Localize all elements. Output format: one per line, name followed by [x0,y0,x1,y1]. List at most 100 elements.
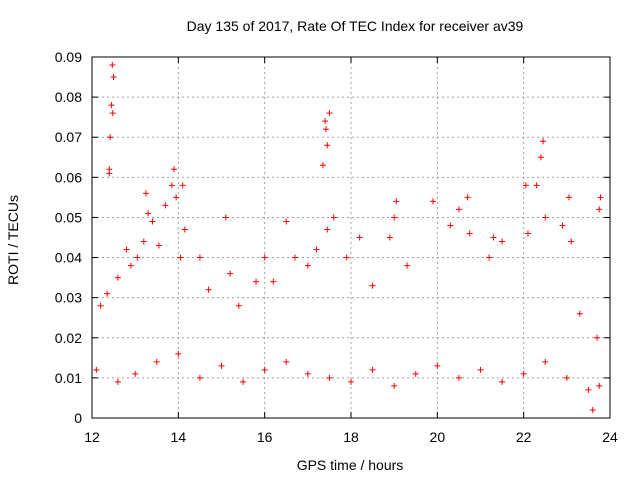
data-point [391,382,398,389]
data-point [235,302,242,309]
y-tick-label: 0.05 [55,209,82,225]
data-point [175,350,182,357]
data-point [261,254,268,261]
data-point [93,366,100,373]
data-point [486,254,493,261]
y-tick-label: 0.06 [55,169,82,185]
data-point [106,170,113,177]
data-point [240,378,247,385]
data-point [132,370,139,377]
x-tick-label: 14 [171,429,187,445]
data-point [386,234,393,241]
data-point [196,254,203,261]
data-point [153,358,160,365]
data-point [404,262,411,269]
y-tick-label: 0.02 [55,330,82,346]
data-point [97,302,104,309]
data-point [369,282,376,289]
data-point [181,226,188,233]
x-tick-label: 24 [602,429,618,445]
data-point [596,206,603,213]
grid-lines [92,57,610,418]
data-point [171,166,178,173]
data-point [477,366,484,373]
data-point [218,362,225,369]
data-point [542,358,549,365]
data-point [162,202,169,209]
x-tick-label: 22 [516,429,532,445]
data-point [589,406,596,413]
data-point [168,182,175,189]
data-point [464,194,471,201]
data-point [270,278,277,285]
y-axis-ticks: 0 0.01 0.02 0.03 0.04 0.05 0.06 0.07 0.08 0.09 [55,49,610,426]
data-point [434,362,441,369]
data-point [155,242,162,249]
data-point [227,270,234,277]
data-point [455,206,462,213]
x-axis-label: GPS time / hours [297,457,404,473]
data-point [455,374,462,381]
data-point [114,274,121,281]
data-point [594,334,601,341]
data-point [391,214,398,221]
data-point [114,378,121,385]
data-point [109,62,116,69]
data-point [326,110,333,117]
data-point [104,290,111,297]
x-tick-label: 18 [343,429,359,445]
y-tick-label: 0.09 [55,49,82,65]
data-point [597,194,604,201]
data-point [304,262,311,269]
data-point [585,386,592,393]
chart-title: Day 135 of 2017, Rate Of TEC Index for r… [187,18,524,34]
data-point [466,230,473,237]
data-points [93,62,604,413]
data-point [326,374,333,381]
data-point [520,370,527,377]
data-point [205,286,212,293]
data-point [319,162,326,169]
data-point [412,370,419,377]
data-point [559,222,566,229]
data-point [134,254,141,261]
data-point [109,110,116,117]
x-tick-label: 16 [257,429,273,445]
data-point [110,74,117,81]
data-point [142,190,149,197]
data-point [522,182,529,189]
y-tick-label: 0.08 [55,89,82,105]
data-point [283,218,290,225]
data-point [540,138,547,145]
data-point [524,230,531,237]
data-point [393,198,400,205]
data-point [322,118,329,125]
data-point [291,254,298,261]
data-point [576,310,583,317]
y-tick-label: 0.07 [55,129,82,145]
data-point [140,238,147,245]
data-point [145,210,152,217]
data-point [348,378,354,385]
data-point [324,226,331,233]
data-point [330,214,337,221]
data-point [322,126,329,133]
data-point [533,182,540,189]
data-point [343,254,350,261]
data-point [542,214,549,221]
y-tick-label: 0.04 [55,250,82,266]
data-point [304,370,311,377]
data-point [447,222,454,229]
y-tick-label: 0 [74,410,82,426]
data-point [356,234,363,241]
data-point [177,254,184,261]
y-axis-label: ROTI / TECUs [5,195,21,285]
y-tick-label: 0.03 [55,290,82,306]
x-tick-label: 12 [84,429,100,445]
data-point [324,142,331,149]
data-point [430,198,437,205]
x-axis-ticks: 12 14 16 18 20 22 24 [84,57,618,445]
data-point [596,382,603,389]
data-point [537,154,544,161]
